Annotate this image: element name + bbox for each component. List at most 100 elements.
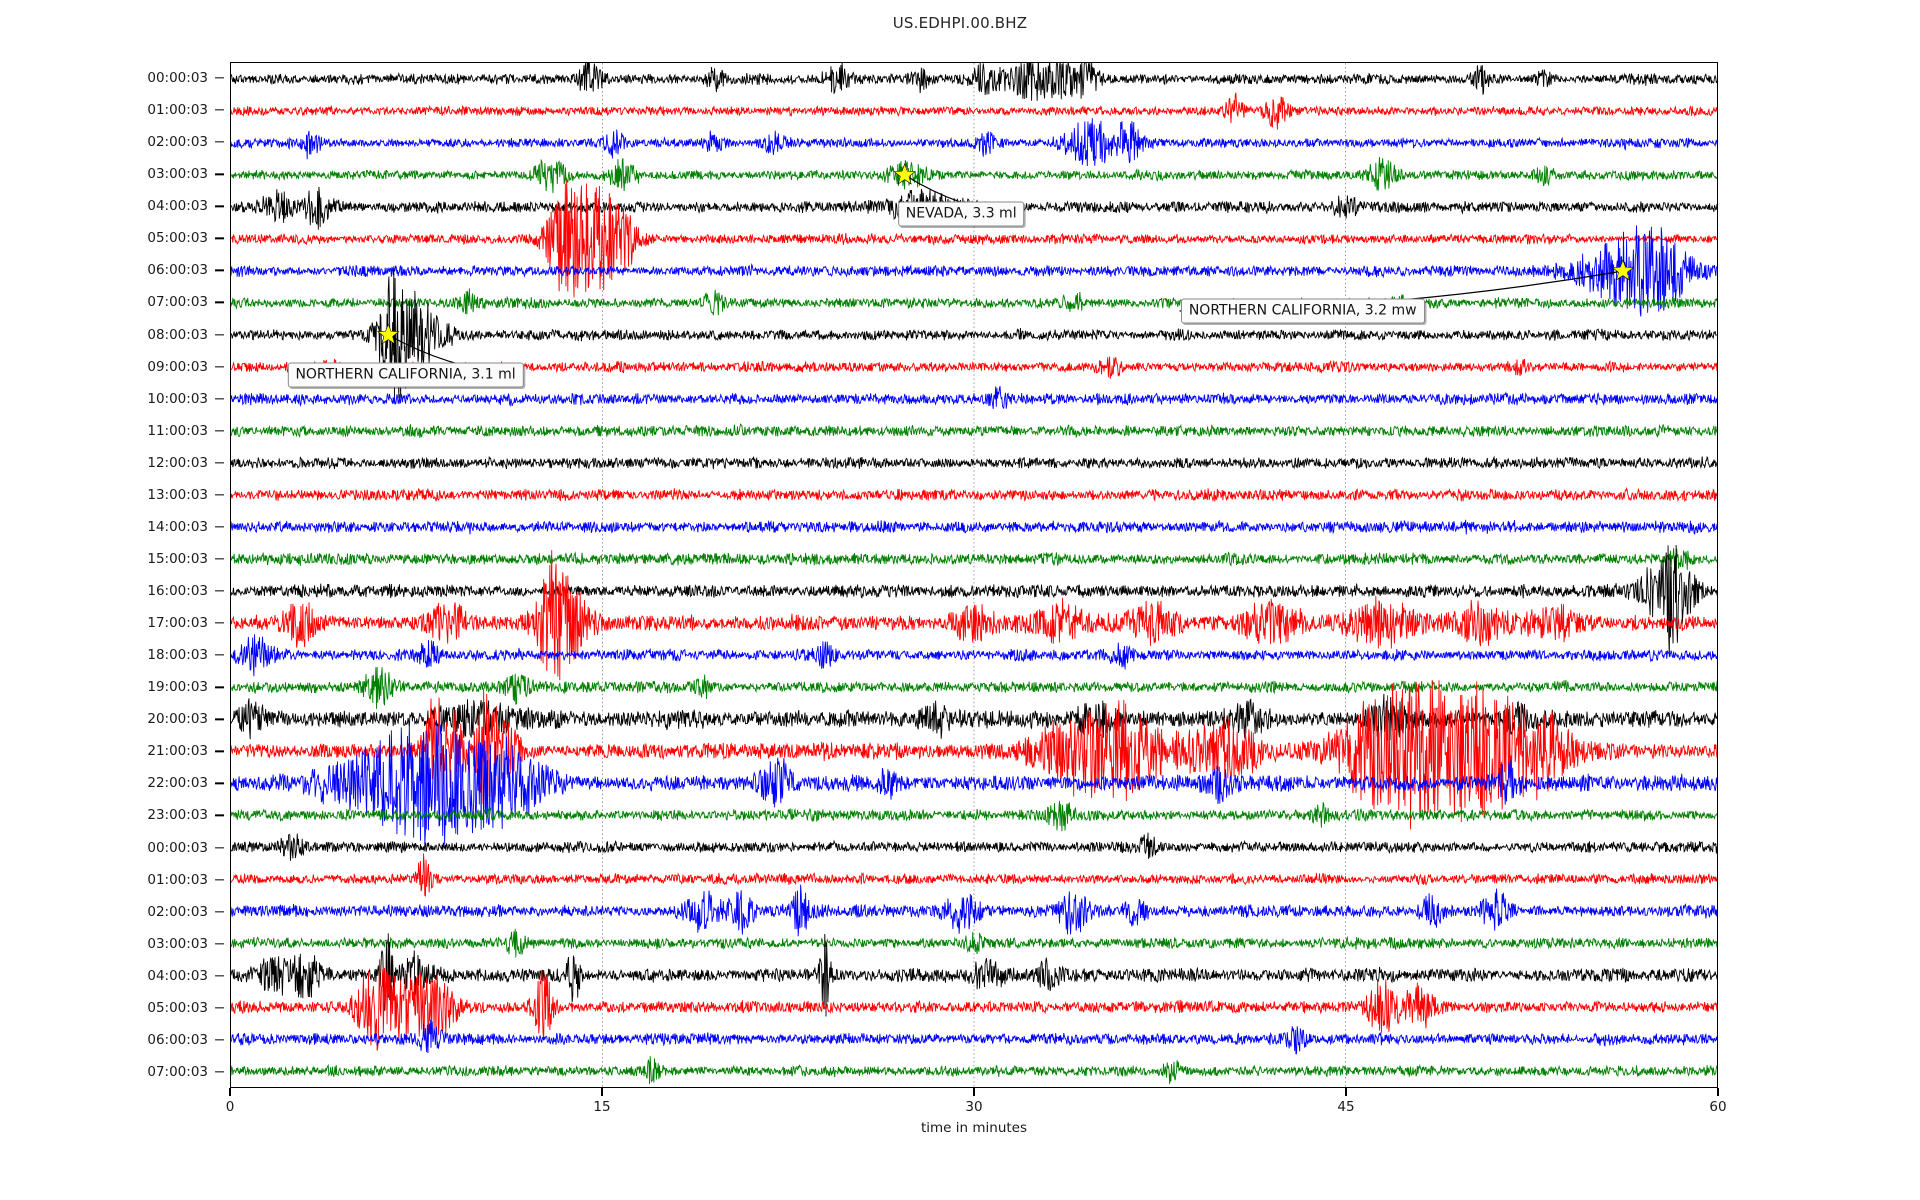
y-axis-tick-mark xyxy=(215,494,224,496)
x-axis-tick-label: 30 xyxy=(965,1099,983,1115)
y-axis-tick-label: 00:00:03 xyxy=(147,70,208,87)
y-axis-tick-label: 03:00:03 xyxy=(147,935,208,952)
y-axis-tick-mark xyxy=(215,237,224,239)
y-axis-tick-mark xyxy=(215,622,224,624)
y-axis-tick-mark xyxy=(215,1071,224,1073)
y-axis-tick-mark xyxy=(215,365,224,368)
x-axis-tick-label: 45 xyxy=(1337,1099,1355,1115)
seismic-trace xyxy=(231,225,1717,317)
seismic-trace xyxy=(231,63,1717,101)
y-axis-tick-mark xyxy=(215,141,224,143)
x-axis-tick-label: 15 xyxy=(593,1099,611,1115)
trace-canvas xyxy=(231,63,1717,1087)
y-axis-tick-container: 00:00:03 01:00:03 02:00:03 03:00:03 04:00:03… xyxy=(0,62,224,1088)
y-axis-tick-label: 19:00:03 xyxy=(147,679,208,696)
y-axis-tick-mark xyxy=(215,173,224,175)
y-axis-tick-mark xyxy=(215,526,224,528)
seismic-trace xyxy=(231,118,1717,166)
y-axis-tick-mark xyxy=(215,750,224,752)
y-axis-tick-mark xyxy=(215,782,224,785)
y-axis-tick-label: 13:00:03 xyxy=(147,486,208,503)
y-axis-tick-label: 23:00:03 xyxy=(147,807,208,824)
y-axis-tick-label: 21:00:03 xyxy=(147,743,208,760)
y-axis-tick-label: 03:00:03 xyxy=(147,166,208,183)
y-axis-tick-mark xyxy=(215,430,224,432)
plot-area: NEVADA, 3.3 ml NORTHERN CALIFORNIA, 3.2 m… xyxy=(230,62,1718,1088)
earthquake-star-marker[interactable] xyxy=(893,163,916,185)
seismic-trace xyxy=(231,1019,1717,1055)
y-axis-tick-label: 01:00:03 xyxy=(147,102,208,119)
y-axis-tick-mark xyxy=(215,975,224,977)
x-axis-tick-label: 60 xyxy=(1709,1099,1727,1115)
y-axis-tick-label: 07:00:03 xyxy=(147,294,208,311)
seismic-trace xyxy=(231,832,1717,861)
y-axis-tick-mark xyxy=(215,911,224,913)
y-axis-tick-label: 11:00:03 xyxy=(147,422,208,439)
x-axis-tick-label: 0 xyxy=(225,1099,235,1115)
x-axis-tick-mark xyxy=(601,1088,603,1096)
seismic-trace xyxy=(231,92,1717,130)
x-axis-tick-mark xyxy=(973,1088,975,1096)
seismic-trace xyxy=(231,180,1717,298)
y-axis-tick-mark xyxy=(215,269,224,272)
x-axis-tick-mark xyxy=(229,1088,231,1096)
y-axis-tick-mark xyxy=(215,301,224,304)
seismic-trace xyxy=(231,634,1717,677)
y-axis-tick-label: 08:00:03 xyxy=(147,326,208,343)
y-axis-tick-mark xyxy=(215,1039,224,1041)
y-axis-tick-mark xyxy=(215,654,224,656)
earthquake-annotation-label[interactable]: NORTHERN CALIFORNIA, 3.2 mw xyxy=(1180,298,1425,324)
seismic-trace xyxy=(231,423,1717,439)
y-axis-tick-label: 07:00:03 xyxy=(147,1063,208,1080)
x-axis-tick-mark xyxy=(1345,1088,1347,1096)
y-axis-tick-label: 02:00:03 xyxy=(147,903,208,920)
y-axis-tick-label: 20:00:03 xyxy=(147,711,208,728)
y-axis-tick-label: 02:00:03 xyxy=(147,134,208,151)
seismic-trace xyxy=(231,267,1717,399)
earthquake-annotation-label[interactable]: NORTHERN CALIFORNIA, 3.1 ml xyxy=(287,362,524,388)
seismic-trace xyxy=(231,548,1717,573)
seismic-trace xyxy=(231,486,1717,503)
y-axis-tick-label: 10:00:03 xyxy=(147,390,208,407)
y-axis-tick-mark xyxy=(215,943,224,945)
seismic-trace xyxy=(231,288,1717,317)
y-axis-tick-mark xyxy=(215,814,224,817)
x-axis-tick-container: 0 15 30 45 60 xyxy=(226,1088,1727,1128)
seismic-trace xyxy=(231,455,1717,470)
earthquake-annotation-label[interactable]: NEVADA, 3.3 ml xyxy=(897,201,1025,227)
seismic-trace xyxy=(231,933,1717,1017)
earthquake-star-marker[interactable] xyxy=(377,323,400,345)
y-axis-tick-label: 14:00:03 xyxy=(147,518,208,535)
y-axis-tick-label: 04:00:03 xyxy=(147,198,208,215)
seismic-trace xyxy=(231,693,1717,744)
y-axis-tick-mark xyxy=(215,558,224,560)
y-axis-tick-label: 22:00:03 xyxy=(147,775,208,792)
x-axis-tick-mark xyxy=(1717,1088,1719,1096)
page-title: US.EDHPI.00.BHZ xyxy=(892,14,1028,32)
y-axis-tick-mark xyxy=(215,77,224,79)
y-axis-tick-mark xyxy=(215,462,224,464)
y-axis-tick-label: 00:00:03 xyxy=(147,839,208,856)
y-axis-tick-mark xyxy=(215,846,224,849)
y-axis-tick-label: 15:00:03 xyxy=(147,550,208,567)
y-axis-tick-mark xyxy=(215,109,224,111)
y-axis-tick-mark xyxy=(215,205,224,207)
seismic-trace xyxy=(231,519,1717,535)
seismic-trace xyxy=(231,667,1717,709)
y-axis-tick-label: 18:00:03 xyxy=(147,647,208,664)
y-axis-tick-label: 01:00:03 xyxy=(147,871,208,888)
seismic-trace xyxy=(231,1056,1717,1085)
y-axis-tick-label: 05:00:03 xyxy=(147,999,208,1016)
earthquake-star-marker[interactable] xyxy=(1611,259,1635,281)
y-axis-tick-mark xyxy=(215,590,224,592)
seismic-trace xyxy=(231,853,1717,897)
seismic-trace xyxy=(231,550,1717,681)
y-axis-tick-mark xyxy=(215,1007,224,1009)
y-axis-tick-mark xyxy=(215,718,224,720)
seismic-trace xyxy=(231,928,1717,958)
seismic-trace xyxy=(231,385,1717,409)
y-axis-tick-mark xyxy=(215,398,224,400)
seismic-trace xyxy=(231,720,1717,845)
seismic-trace xyxy=(231,884,1717,937)
